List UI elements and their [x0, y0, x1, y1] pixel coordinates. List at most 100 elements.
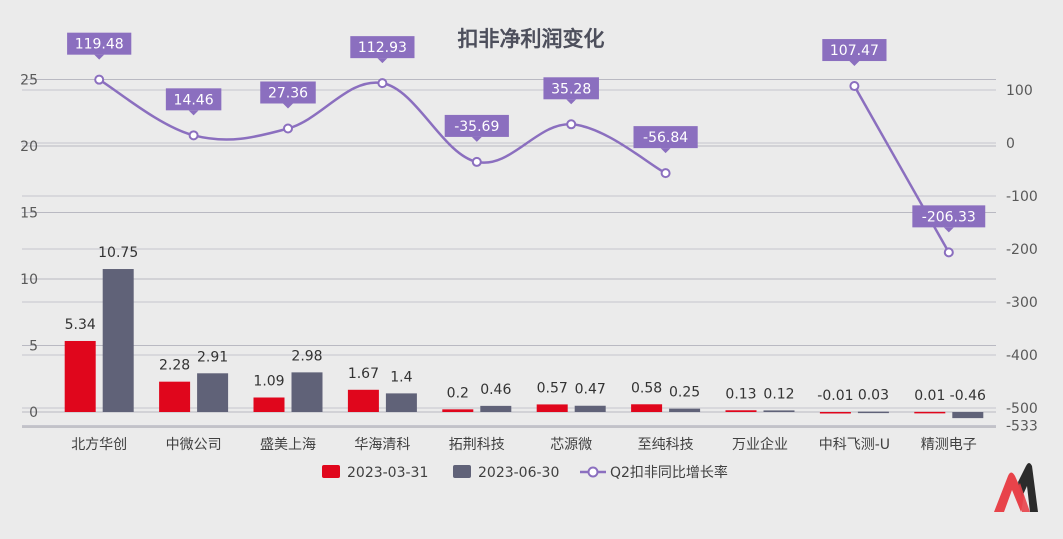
growth-value-label: 119.48 — [75, 37, 124, 53]
bar-value-label: 0.25 — [669, 385, 700, 401]
growth-value-label: -35.69 — [454, 119, 499, 135]
bar-q1 — [819, 412, 851, 414]
bar-value-label: 0.2 — [447, 385, 469, 401]
growth-point — [188, 130, 199, 141]
bar-q2 — [857, 411, 889, 414]
bar-value-label: -0.01 — [817, 388, 853, 404]
growth-label-pointer — [377, 58, 388, 64]
growth-value-label: 14.46 — [174, 92, 214, 108]
category-label: 芯源微 — [550, 437, 592, 453]
bar-q1 — [64, 340, 96, 412]
logo-mark-dark — [1018, 463, 1038, 512]
category-label: 万业企业 — [732, 436, 788, 453]
growth-value-label: -56.84 — [643, 130, 688, 146]
right-tick-label: 100 — [1006, 83, 1033, 99]
growth-line: 119.48 14.46 27.36 112.93 -35.69 35.28 -56.84 1… — [67, 32, 986, 258]
growth-value-label: -206.33 — [922, 209, 976, 225]
growth-label-box — [543, 77, 599, 100]
bar-q1 — [253, 397, 285, 412]
growth-label-box — [444, 114, 509, 137]
left-tick-label: 20 — [20, 139, 38, 155]
growth-point — [849, 81, 860, 92]
category-label: 至纯科技 — [638, 437, 694, 453]
bar-q2 — [669, 408, 701, 412]
bar-value-label: 1.09 — [253, 374, 284, 390]
bar-value-label: 0.58 — [631, 380, 662, 396]
right-tick-label: -500 — [1006, 401, 1038, 417]
growth-label-box — [633, 126, 698, 149]
bar-value-label: 1.67 — [348, 366, 379, 382]
growth-label-pointer — [94, 54, 105, 60]
bar-q2 — [952, 412, 984, 419]
left-tick-label: 10 — [20, 272, 38, 288]
category-label: 中微公司 — [166, 437, 222, 453]
left-tick-label: 25 — [20, 73, 38, 89]
growth-label-pointer — [943, 227, 954, 233]
bar-q1 — [725, 410, 757, 412]
bar-value-label: 2.98 — [291, 348, 322, 364]
growth-label-pointer — [849, 61, 860, 67]
growth-line-path — [853, 85, 950, 253]
growth-label-pointer — [283, 103, 293, 109]
bar-value-label: -0.46 — [950, 388, 986, 404]
growth-point — [660, 168, 671, 179]
bar-q2 — [763, 410, 795, 412]
bar-value-label: 2.91 — [197, 349, 228, 365]
brand-logo — [994, 463, 1038, 512]
bar-q2 — [197, 373, 229, 412]
legend-swatch-q2 — [453, 465, 471, 478]
right-tick-label: -300 — [1006, 295, 1038, 311]
growth-point — [94, 74, 105, 85]
legend-label-growth: Q2扣非同比增长率 — [610, 464, 728, 481]
bar-value-label: 1.4 — [390, 369, 412, 385]
bar-q1 — [536, 404, 568, 412]
growth-point — [283, 123, 293, 134]
bar-q1 — [442, 409, 474, 412]
bar-q1 — [914, 411, 946, 414]
category-label: 华海清科 — [354, 437, 410, 453]
bar-value-label: 0.46 — [480, 382, 511, 398]
growth-label-pointer — [566, 99, 577, 105]
bar-value-label: 0.12 — [763, 386, 794, 402]
bar-value-label: 0.47 — [575, 382, 606, 398]
right-tick-label: 0 — [1006, 136, 1015, 152]
legend-line-marker — [587, 466, 599, 478]
growth-label-pointer — [188, 110, 199, 116]
legend-label-q1: 2023-03-31 — [347, 465, 428, 481]
bar-q2 — [291, 372, 323, 412]
right-axis: 100 0 -100 -200 -300 -400 -500-533 — [1006, 83, 1038, 434]
category-label: 精测电子 — [921, 437, 977, 453]
bar-q1 — [159, 381, 191, 412]
left-tick-label: 5 — [29, 339, 38, 355]
growth-label-box — [165, 88, 222, 111]
chart-title: 扣非净利润变化 — [458, 27, 605, 51]
bar-value-label: 10.75 — [98, 245, 138, 261]
bar-value-label: 0.13 — [725, 386, 756, 402]
growth-label-box — [912, 205, 986, 228]
bar-value-label: 0.57 — [537, 380, 568, 396]
legend-swatch-q1 — [322, 465, 340, 478]
growth-value-label: 107.47 — [830, 43, 879, 59]
bars — [64, 269, 984, 419]
right-tick-label: -400 — [1006, 348, 1038, 364]
growth-value-label: 27.36 — [268, 85, 308, 101]
logo-mark-red — [994, 472, 1024, 512]
grid — [22, 79, 996, 428]
right-tick-label: -100 — [1006, 189, 1038, 205]
bar-value-label: 5.34 — [65, 317, 96, 333]
category-labels: 北方华创 中微公司 盛美上海 华海清科 拓荆科技 芯源微 至纯科技 万业企业 中科飞测-U 精测电… — [71, 436, 977, 453]
bar-q2 — [574, 405, 606, 412]
growth-label-pointer — [471, 136, 482, 142]
left-tick-label: 0 — [29, 405, 38, 421]
bar-labels: 5.34 2.28 1.09 1.67 0.2 0.57 0.58 0.13 -0.01 0.01… — [65, 245, 986, 404]
right-tick-label: -200 — [1006, 242, 1038, 258]
left-axis: 0 5 10 15 20 25 — [20, 73, 38, 422]
growth-value-label: 35.28 — [551, 81, 591, 97]
growth-label-box — [350, 36, 415, 59]
right-tick-label: -533 — [1006, 418, 1038, 434]
bar-q2 — [385, 393, 417, 412]
category-label: 中科飞测-U — [819, 437, 890, 453]
growth-label-pointer — [660, 148, 671, 154]
growth-label-box — [260, 81, 316, 104]
